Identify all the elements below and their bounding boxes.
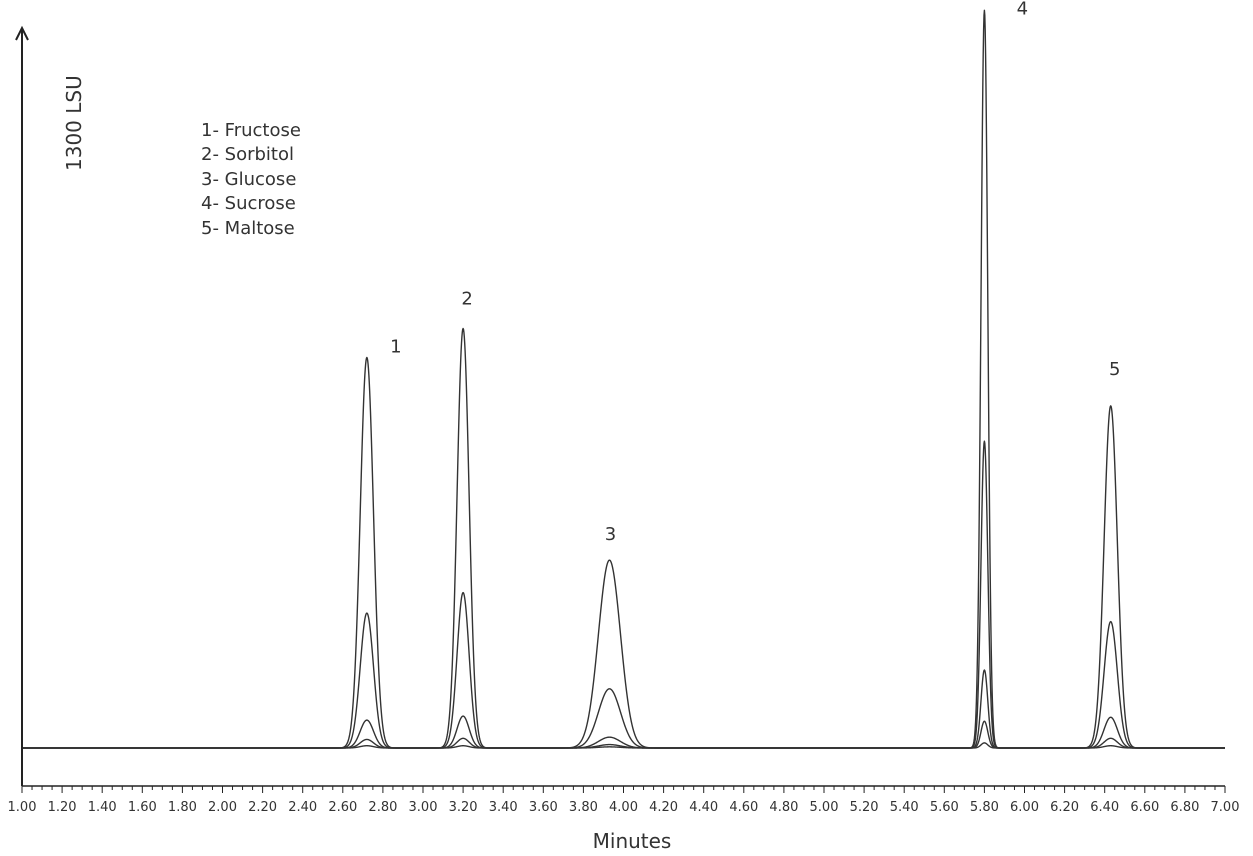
- x-tick-label: 3.60: [529, 800, 558, 815]
- x-tick-label: 5.20: [850, 800, 879, 815]
- x-tick-label: 1.40: [88, 800, 117, 815]
- x-axis-label: Minutes: [593, 829, 672, 853]
- x-tick-label: 6.00: [1010, 800, 1039, 815]
- x-tick-label: 1.00: [8, 800, 37, 815]
- x-tick-label: 2.20: [248, 800, 277, 815]
- chromatogram-trace-level-2: [21, 440, 1226, 749]
- x-tick-label: 6.40: [1090, 800, 1119, 815]
- x-tick-label: 3.80: [569, 800, 598, 815]
- x-tick-label: 1.20: [48, 800, 77, 815]
- x-tick-label: 3.40: [489, 800, 518, 815]
- chromatogram-trace-level-3: [21, 669, 1226, 749]
- x-tick-label: 5.40: [890, 800, 919, 815]
- legend: 1- Fructose 2- Sorbitol 3- Glucose 4- Su…: [201, 120, 301, 239]
- peak-label-3: 3: [605, 524, 616, 545]
- x-tick-label: 4.00: [609, 800, 638, 815]
- x-tick-label: 4.40: [689, 800, 718, 815]
- legend-entry-maltose: 5- Maltose: [201, 218, 295, 239]
- legend-entry-sorbitol: 2- Sorbitol: [201, 144, 294, 165]
- peak-label-1: 1: [390, 337, 401, 358]
- x-tick-label: 7.00: [1211, 800, 1240, 815]
- x-tick-label: 1.80: [168, 800, 197, 815]
- peak-label-2: 2: [461, 288, 472, 309]
- axes: 1.00 1.20 1.40 1.60 1.80 2.00 2.20 2.40 2.60 2.80…: [8, 25, 1240, 815]
- x-tick-label: 4.60: [729, 800, 758, 815]
- peak-label-5: 5: [1109, 359, 1120, 380]
- x-tick-label: 5.80: [970, 800, 999, 815]
- x-axis-ticks: [21, 786, 1226, 793]
- legend-entry-sucrose: 4- Sucrose: [201, 193, 296, 214]
- x-tick-label: 2.60: [328, 800, 357, 815]
- x-axis-tick-labels: 1.00 1.20 1.40 1.60 1.80 2.00 2.20 2.40 2.60 2.80…: [8, 800, 1240, 815]
- x-tick-label: 4.20: [649, 800, 678, 815]
- x-tick-label: 3.00: [409, 800, 438, 815]
- x-tick-label: 4.80: [769, 800, 798, 815]
- x-tick-label: 2.80: [368, 800, 397, 815]
- x-tick-label: 5.00: [810, 800, 839, 815]
- y-axis-label: 1300 LSU: [62, 75, 86, 171]
- chromatogram-trace-level-5: [21, 742, 1226, 749]
- x-tick-label: 3.20: [449, 800, 478, 815]
- x-tick-label: 2.00: [208, 800, 237, 815]
- peak-labels: 1 2 3 4 5: [390, 0, 1120, 545]
- x-tick-label: 5.60: [930, 800, 959, 815]
- y-axis-arrow: [15, 25, 29, 41]
- chromatogram-traces: [21, 9, 1226, 749]
- x-tick-label: 6.60: [1130, 800, 1159, 815]
- peak-label-4: 4: [1017, 0, 1028, 19]
- x-tick-label: 6.80: [1170, 800, 1199, 815]
- x-tick-label: 6.20: [1050, 800, 1079, 815]
- legend-entry-glucose: 3- Glucose: [201, 169, 296, 190]
- x-tick-label: 1.60: [128, 800, 157, 815]
- x-tick-label: 2.40: [288, 800, 317, 815]
- legend-entry-fructose: 1- Fructose: [201, 120, 301, 141]
